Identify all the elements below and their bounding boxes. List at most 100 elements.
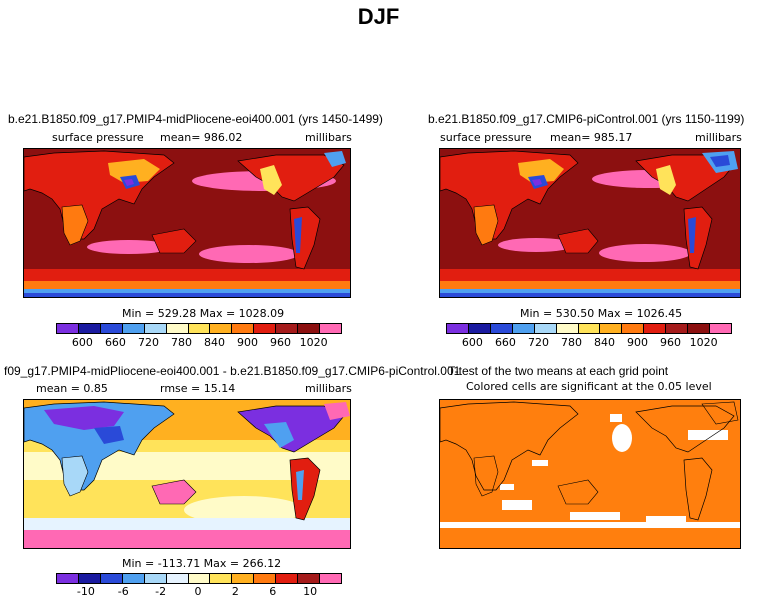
colorbar-cell: [99, 324, 122, 333]
colorbar-cell: [99, 574, 122, 583]
colorbar-cell: [643, 324, 666, 333]
colorbar-cell: [447, 324, 468, 333]
colorbar-cell: [709, 324, 731, 333]
map-panel-bottom-right: [439, 399, 741, 549]
colorbar-tick-label: 900: [627, 336, 649, 349]
units-label-top-right: millibars: [695, 131, 742, 144]
rmse-label-bottom-left: rmse = 15.14: [160, 382, 236, 395]
southern-band: [24, 281, 350, 289]
nonsignificant-cell: [500, 484, 514, 490]
colorbar-tick-label: 900: [237, 336, 259, 349]
colorbar-cell: [57, 574, 78, 583]
antarctic-band: [24, 293, 350, 297]
units-label-top-left: millibars: [305, 131, 352, 144]
colorbar-cell: [231, 324, 254, 333]
negative-difference-region: [94, 426, 124, 444]
colorbar-cell: [665, 324, 688, 333]
ttest-significance-map: [440, 400, 740, 548]
panel-title-bottom-right: T-test of the two means at each grid poi…: [448, 364, 669, 378]
colorbar-tick-label: 960: [660, 336, 682, 349]
colorbar-cell: [511, 324, 534, 333]
high-pressure-cell: [498, 238, 574, 252]
nonsignificant-cell: [610, 414, 622, 422]
nonsignificant-cell: [532, 460, 548, 466]
nonsignificant-region: [688, 430, 728, 440]
colorbar-cell: [489, 324, 512, 333]
rockies-region: [260, 165, 282, 195]
colorbar-tick-label: 660: [494, 336, 516, 349]
nonsignificant-band: [440, 522, 740, 528]
colorbar-cell: [599, 324, 622, 333]
eurasia-outline: [440, 401, 579, 491]
surface-pressure-map-top-left: [24, 149, 350, 297]
africa-land: [473, 204, 499, 246]
greenland-region: [324, 151, 346, 167]
colorbar-cell: [467, 324, 490, 333]
panel-title-top-right: b.e21.B1850.f09_g17.CMIP6-piControl.001 …: [428, 112, 745, 126]
high-pressure-cell: [599, 244, 691, 262]
difference-map: [24, 400, 350, 548]
colorbar-cell: [253, 324, 276, 333]
colorbar-cell: [165, 574, 188, 583]
colorbar-tick-label: 660: [104, 336, 126, 349]
greenland-ice: [710, 155, 730, 167]
colorbar-cell: [297, 324, 320, 333]
map-panel-top-right: [439, 148, 741, 298]
colorbar-cell: [121, 324, 144, 333]
difference-band: [24, 518, 350, 530]
africa-land: [61, 204, 89, 246]
southern-band: [440, 281, 740, 289]
africa-difference: [61, 455, 89, 497]
colorbar-tick-label: 780: [560, 336, 582, 349]
colorbar-cell: [187, 324, 210, 333]
difference-region: [184, 496, 304, 524]
map-panel-bottom-left: [23, 399, 351, 549]
colorbar-cell: [165, 324, 188, 333]
colorbar-tick-label: 840: [594, 336, 615, 349]
colorbar-tick-label: 10: [303, 585, 318, 598]
high-pressure-cell: [87, 240, 171, 254]
colorbar-cell: [555, 324, 578, 333]
minmax-label-top-left: Min = 529.28 Max = 1028.09: [122, 307, 285, 320]
mean-label-bottom-left: mean = 0.85: [36, 382, 108, 395]
greenland-difference: [324, 402, 350, 420]
colorbar-cell: [319, 574, 341, 583]
colorbar-tick-label: -6: [117, 585, 129, 598]
minmax-label-top-right: Min = 530.50 Max = 1026.45: [520, 307, 683, 320]
australia-outline: [557, 479, 599, 505]
nonsignificant-region: [612, 424, 632, 452]
panel-title-bottom-left: f09_g17.PMIP4-midPliocene-eoi400.001 - b…: [4, 364, 461, 378]
colorbar-tick-label: -10: [76, 585, 95, 598]
south-america-outline: [683, 457, 713, 521]
map-panel-top-left: [23, 148, 351, 298]
southern-low-band: [24, 269, 350, 281]
colorbar-cell: [297, 574, 320, 583]
nonsignificant-region: [646, 516, 686, 524]
colorbar-cell: [77, 574, 100, 583]
colorbar-cell: [621, 324, 644, 333]
colorbar-cell: [275, 324, 298, 333]
difference-region: [264, 422, 294, 448]
colorbar-cell: [77, 324, 100, 333]
australia-difference: [151, 479, 197, 505]
colorbar-cell: [143, 574, 166, 583]
colorbar-tick-label: 960: [270, 336, 292, 349]
high-pressure-cell: [199, 245, 299, 263]
nonsignificant-region: [502, 500, 532, 510]
negative-difference-region: [44, 406, 124, 430]
variable-label-top-right: surface pressure: [440, 131, 532, 144]
colorbar-cell: [577, 324, 600, 333]
colorbar-cell: [275, 574, 298, 583]
colorbar-tick-label: 600: [461, 336, 483, 349]
antarctic-difference-band: [24, 530, 350, 548]
mean-label-top-left: mean= 986.02: [160, 131, 243, 144]
colorbar-cell: [533, 324, 556, 333]
andes-region: [294, 217, 302, 253]
colorbar-tick-label: -2: [155, 585, 167, 598]
colorbar-top-right: [446, 323, 732, 334]
colorbar-tick-label: 2: [231, 585, 239, 598]
colorbar-cell: [253, 574, 276, 583]
colorbar-cell: [143, 324, 166, 333]
minmax-label-bottom-left: Min = -113.71 Max = 266.12: [122, 557, 282, 570]
